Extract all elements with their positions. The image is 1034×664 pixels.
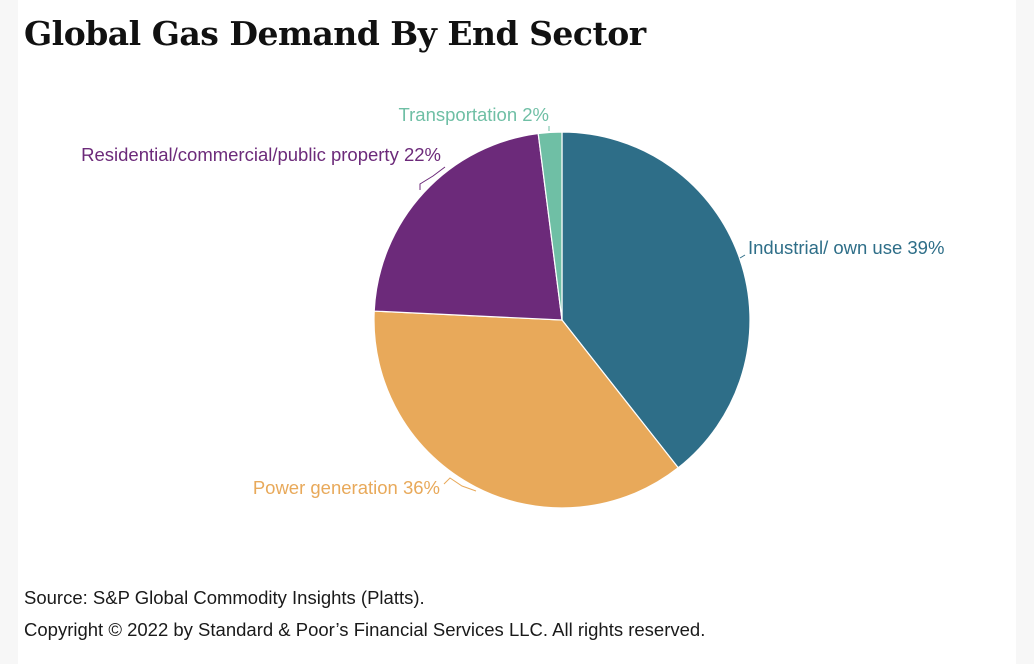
leader-line — [443, 477, 477, 492]
leader-line — [419, 166, 446, 190]
source-note: Source: S&P Global Commodity Insights (P… — [24, 587, 425, 608]
chart-title: Global Gas Demand By End Sector — [24, 14, 646, 53]
slice-label: Residential/commercial/public property 2… — [81, 144, 441, 165]
slice-label: Industrial/ own use 39% — [748, 237, 944, 258]
leader-line — [739, 254, 746, 259]
slice-label: Transportation 2% — [399, 104, 549, 125]
slice-label: Power generation 36% — [253, 477, 440, 498]
leader-lines — [419, 126, 746, 492]
pie-slice-industrial-own-use — [561, 131, 751, 469]
slice-labels: Industrial/ own use 39% Power generation … — [81, 104, 944, 498]
pie-slice-power-generation — [373, 310, 680, 509]
pie-slice-transportation — [537, 131, 563, 321]
pie-slice-residential-commercial-public-property — [373, 132, 563, 321]
copyright-note: Copyright © 2022 by Standard & Poor’s Fi… — [24, 619, 706, 640]
pie-slices — [373, 131, 751, 509]
